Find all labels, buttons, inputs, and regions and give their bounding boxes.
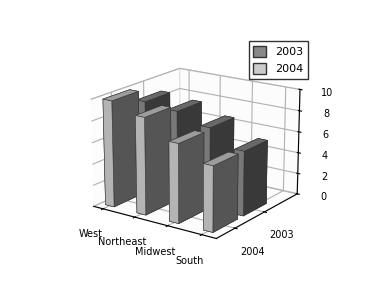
Legend: 2003, 2004: 2003, 2004 <box>248 42 308 79</box>
